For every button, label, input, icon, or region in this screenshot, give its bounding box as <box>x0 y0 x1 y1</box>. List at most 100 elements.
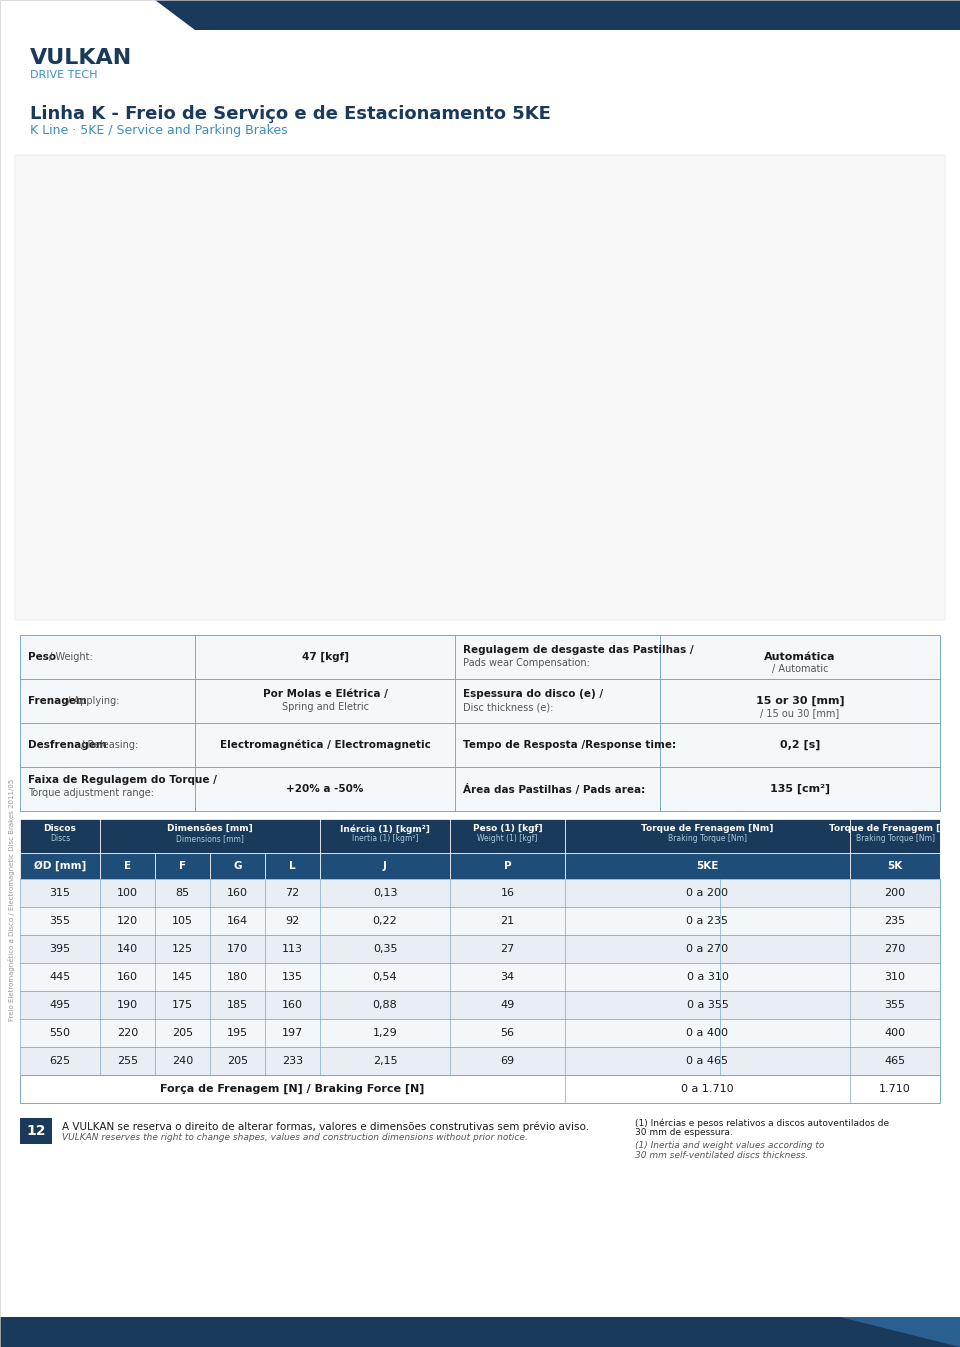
Text: Torque de Frenagem [Nm]: Torque de Frenagem [Nm] <box>828 824 960 832</box>
Text: 255: 255 <box>117 1056 138 1065</box>
Text: 5KE: 5KE <box>696 861 719 872</box>
Text: 164: 164 <box>227 916 248 925</box>
Text: (1) Inertia and weight values according to: (1) Inertia and weight values according … <box>635 1141 825 1150</box>
Text: 92: 92 <box>285 916 300 925</box>
Text: 0 a 235: 0 a 235 <box>686 916 729 925</box>
Text: Frenagem: Frenagem <box>28 696 86 706</box>
Text: 205: 205 <box>172 1028 193 1039</box>
Bar <box>0 1317 960 1347</box>
Text: 16: 16 <box>500 888 515 898</box>
Text: 240: 240 <box>172 1056 193 1065</box>
Text: Discs: Discs <box>50 834 70 843</box>
Bar <box>20 766 940 811</box>
Text: 1,29: 1,29 <box>372 1028 397 1039</box>
Text: 233: 233 <box>282 1056 303 1065</box>
Bar <box>20 853 940 880</box>
Text: 465: 465 <box>884 1056 905 1065</box>
Text: Torque adjustment range:: Torque adjustment range: <box>28 788 154 797</box>
Text: 72: 72 <box>285 888 300 898</box>
Text: / Releasing:: / Releasing: <box>78 740 137 750</box>
Bar <box>20 679 940 723</box>
Text: 197: 197 <box>282 1028 303 1039</box>
Text: +20% a -50%: +20% a -50% <box>286 784 364 793</box>
Text: 15 or 30 [mm]: 15 or 30 [mm] <box>756 696 844 706</box>
Text: 69: 69 <box>500 1056 515 1065</box>
Text: 30 mm self-ventilated discs thickness.: 30 mm self-ventilated discs thickness. <box>635 1150 808 1160</box>
Bar <box>20 935 940 963</box>
Text: 135 [cm²]: 135 [cm²] <box>770 784 830 795</box>
Text: 0 a 355: 0 a 355 <box>686 999 729 1010</box>
Bar <box>20 963 940 991</box>
Text: 220: 220 <box>117 1028 138 1039</box>
Text: 49: 49 <box>500 999 515 1010</box>
Text: 355: 355 <box>884 999 905 1010</box>
Text: 315: 315 <box>50 888 70 898</box>
Bar <box>20 907 940 935</box>
Text: 310: 310 <box>884 973 905 982</box>
Text: G: G <box>233 861 242 872</box>
Bar <box>15 155 945 620</box>
Text: 0,22: 0,22 <box>372 916 397 925</box>
Text: Inertia (1) [kgm²]: Inertia (1) [kgm²] <box>351 834 419 843</box>
Text: 0 a 270: 0 a 270 <box>686 944 729 954</box>
Text: 135: 135 <box>282 973 303 982</box>
Polygon shape <box>840 1317 960 1347</box>
Text: E: E <box>124 861 132 872</box>
Text: 180: 180 <box>227 973 248 982</box>
Text: 0,88: 0,88 <box>372 999 397 1010</box>
Text: / 15 ou 30 [mm]: / 15 ou 30 [mm] <box>760 709 840 718</box>
Bar <box>20 634 940 679</box>
Text: Electromagnética / Electromagnetic: Electromagnética / Electromagnetic <box>220 740 430 750</box>
Text: 200: 200 <box>884 888 905 898</box>
Text: 400: 400 <box>884 1028 905 1039</box>
Text: / Automatic: / Automatic <box>772 664 828 674</box>
Text: 56: 56 <box>500 1028 515 1039</box>
Bar <box>20 991 940 1018</box>
Text: 140: 140 <box>117 944 138 954</box>
Bar <box>20 1047 940 1075</box>
Text: Espessura do disco (e) /: Espessura do disco (e) / <box>463 690 603 699</box>
Text: J: J <box>383 861 387 872</box>
Text: K Line · 5KE / Service and Parking Brakes: K Line · 5KE / Service and Parking Brake… <box>30 124 288 137</box>
Text: 270: 270 <box>884 944 905 954</box>
Text: 100: 100 <box>117 888 138 898</box>
Text: 0 a 310: 0 a 310 <box>686 973 729 982</box>
Text: ØD [mm]: ØD [mm] <box>34 861 86 872</box>
Text: 0,35: 0,35 <box>372 944 397 954</box>
Bar <box>20 1018 940 1047</box>
Text: Dimensões [mm]: Dimensões [mm] <box>167 824 252 832</box>
Text: Freio Eletromagnético a Disco / Electromagnetic Disc Brakes 2011/05: Freio Eletromagnético a Disco / Electrom… <box>8 779 15 1021</box>
Text: 160: 160 <box>282 999 303 1010</box>
Text: Weight (1) [kgf]: Weight (1) [kgf] <box>477 834 538 843</box>
Text: 160: 160 <box>227 888 248 898</box>
Text: 0 a 200: 0 a 200 <box>686 888 729 898</box>
Text: 235: 235 <box>884 916 905 925</box>
Text: 85: 85 <box>176 888 189 898</box>
Text: 120: 120 <box>117 916 138 925</box>
Text: 355: 355 <box>50 916 70 925</box>
Text: Disc thickness (e):: Disc thickness (e): <box>463 702 553 713</box>
Text: Força de Frenagem [N] / Braking Force [N]: Força de Frenagem [N] / Braking Force [N… <box>160 1084 424 1094</box>
Bar <box>20 880 940 907</box>
Text: 34: 34 <box>500 973 515 982</box>
Text: 5K: 5K <box>887 861 902 872</box>
Text: Tempo de Resposta /Response time:: Tempo de Resposta /Response time: <box>463 740 676 750</box>
Text: Discos: Discos <box>43 824 77 832</box>
Text: 0 a 1.710: 0 a 1.710 <box>682 1084 733 1094</box>
Text: Regulagem de desgaste das Pastilhas /: Regulagem de desgaste das Pastilhas / <box>463 645 694 655</box>
Text: 105: 105 <box>172 916 193 925</box>
Text: Peso: Peso <box>28 652 56 661</box>
Text: Automática: Automática <box>764 652 836 661</box>
Text: 0,13: 0,13 <box>372 888 397 898</box>
Text: Linha K - Freio de Serviço e de Estacionamento 5KE: Linha K - Freio de Serviço e de Estacion… <box>30 105 551 123</box>
Text: Torque de Frenagem [Nm]: Torque de Frenagem [Nm] <box>641 824 774 832</box>
Text: 445: 445 <box>49 973 71 982</box>
Text: 21: 21 <box>500 916 515 925</box>
Text: 30 mm de espessura.: 30 mm de espessura. <box>635 1127 732 1137</box>
Text: 495: 495 <box>49 999 71 1010</box>
Text: 27: 27 <box>500 944 515 954</box>
Text: 195: 195 <box>227 1028 248 1039</box>
Text: Faixa de Regulagem do Torque /: Faixa de Regulagem do Torque / <box>28 775 217 785</box>
Text: 0 a 400: 0 a 400 <box>686 1028 729 1039</box>
Bar <box>20 723 940 766</box>
